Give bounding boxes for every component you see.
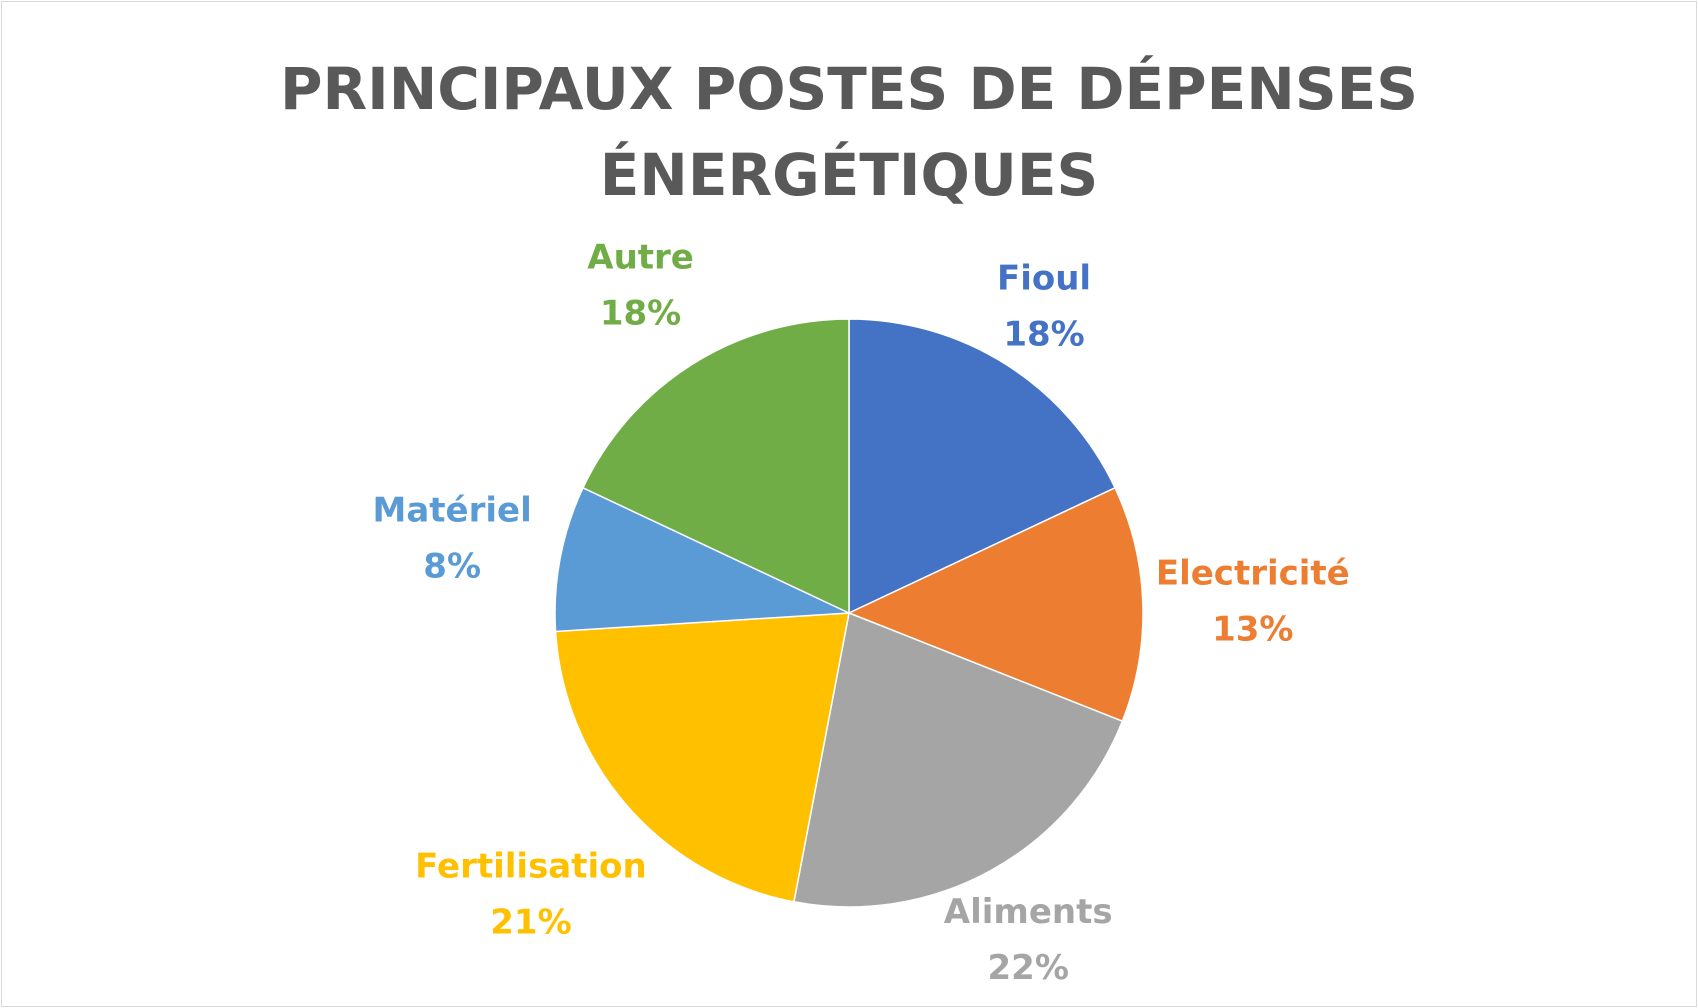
data-label-electricite: Electricité 13% (1156, 553, 1350, 649)
data-label-category: Fertilisation (415, 846, 647, 886)
data-label-category: Electricité (1156, 553, 1350, 593)
pie-data-labels: Fioul 18% Electricité 13% Aliments 22% Fertili… (373, 238, 1350, 988)
pie-slices (554, 318, 1144, 908)
chart-title: PRINCIPAUX POSTES DE DÉPENSES ÉNERGÉTIQU… (279, 55, 1419, 209)
pie-slice-aliments (793, 611, 1124, 908)
data-label-category: Autre (587, 238, 694, 278)
data-label-percent: 22% (988, 948, 1069, 988)
data-label-percent: 18% (600, 294, 681, 334)
data-label-percent: 8% (423, 546, 481, 586)
data-label-category: Aliments (944, 892, 1113, 932)
pie-slice-materiel (554, 486, 850, 633)
data-label-aliments: Aliments 22% (944, 892, 1113, 988)
data-label-materiel: Matériel 8% (373, 490, 532, 586)
data-label-autre: Autre 18% (587, 238, 694, 334)
data-label-percent: 18% (1003, 315, 1084, 355)
pie-slice-fioul (848, 318, 1117, 615)
pie-slice-fertilisation (554, 612, 850, 903)
data-label-category: Matériel (373, 490, 532, 530)
pie-slice-autre (581, 318, 850, 615)
data-label-fioul: Fioul 18% (997, 259, 1091, 355)
data-label-fertilisation: Fertilisation 21% (415, 846, 647, 942)
data-label-category: Fioul (997, 259, 1091, 299)
data-label-percent: 21% (490, 902, 571, 942)
pie-slice-electricite (847, 486, 1144, 723)
data-label-percent: 13% (1212, 609, 1293, 649)
